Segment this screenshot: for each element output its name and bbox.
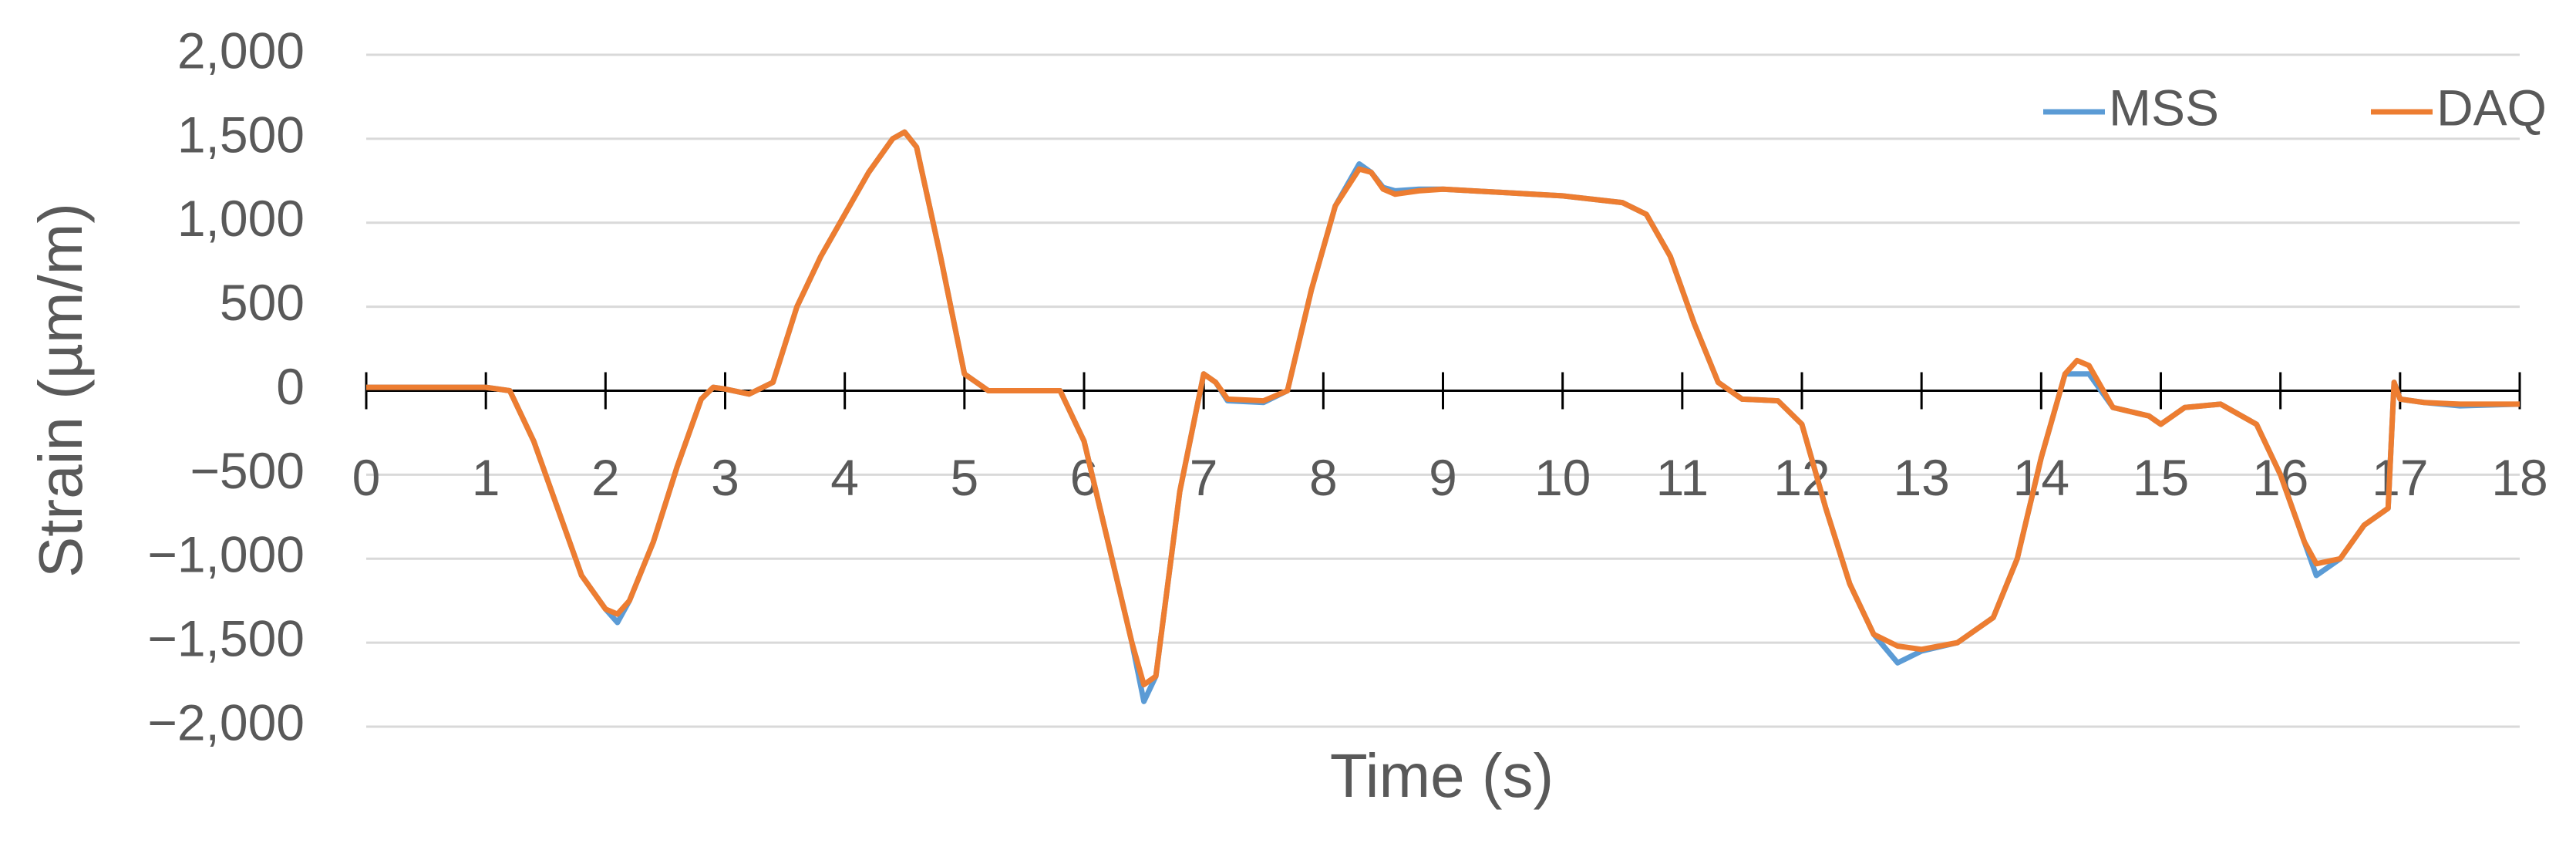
- legend-label: DAQ: [2436, 79, 2547, 136]
- y-tick-label: 0: [276, 358, 305, 415]
- x-tick-label: 1: [472, 449, 500, 506]
- x-tick-label: 0: [352, 449, 381, 506]
- y-tick-label: −2,000: [147, 693, 305, 751]
- y-tick-label: −1,000: [147, 526, 305, 583]
- series-line: [366, 129, 2520, 688]
- x-tick-label: 3: [711, 449, 739, 506]
- series-line: [366, 129, 2520, 704]
- legend-label: MSS: [2109, 79, 2219, 136]
- x-tick-label: 4: [830, 449, 859, 506]
- y-axis-title: Strain (µm/m): [26, 203, 95, 578]
- x-tick-label: 17: [2372, 449, 2428, 506]
- x-tick-label: 8: [1309, 449, 1338, 506]
- x-tick-label: 13: [1893, 449, 1949, 506]
- x-tick-label: 7: [1190, 449, 1218, 506]
- x-tick-label: 15: [2133, 449, 2189, 506]
- y-tick-label: 1,500: [177, 106, 305, 163]
- x-tick-label: 18: [2491, 449, 2547, 506]
- x-tick-label: 10: [1534, 449, 1591, 506]
- x-tick-label: 11: [1656, 449, 1709, 506]
- x-tick-label: 9: [1429, 449, 1457, 506]
- y-tick-label: 1,000: [177, 190, 305, 247]
- x-tick-label: 5: [950, 449, 978, 506]
- x-tick-label: 2: [591, 449, 620, 506]
- y-tick-label: 500: [220, 274, 305, 331]
- y-tick-label: 2,000: [177, 22, 305, 79]
- y-tick-label: −500: [190, 442, 305, 499]
- x-axis-title: Time (s): [1330, 741, 1554, 810]
- y-tick-label: −1,500: [147, 610, 305, 667]
